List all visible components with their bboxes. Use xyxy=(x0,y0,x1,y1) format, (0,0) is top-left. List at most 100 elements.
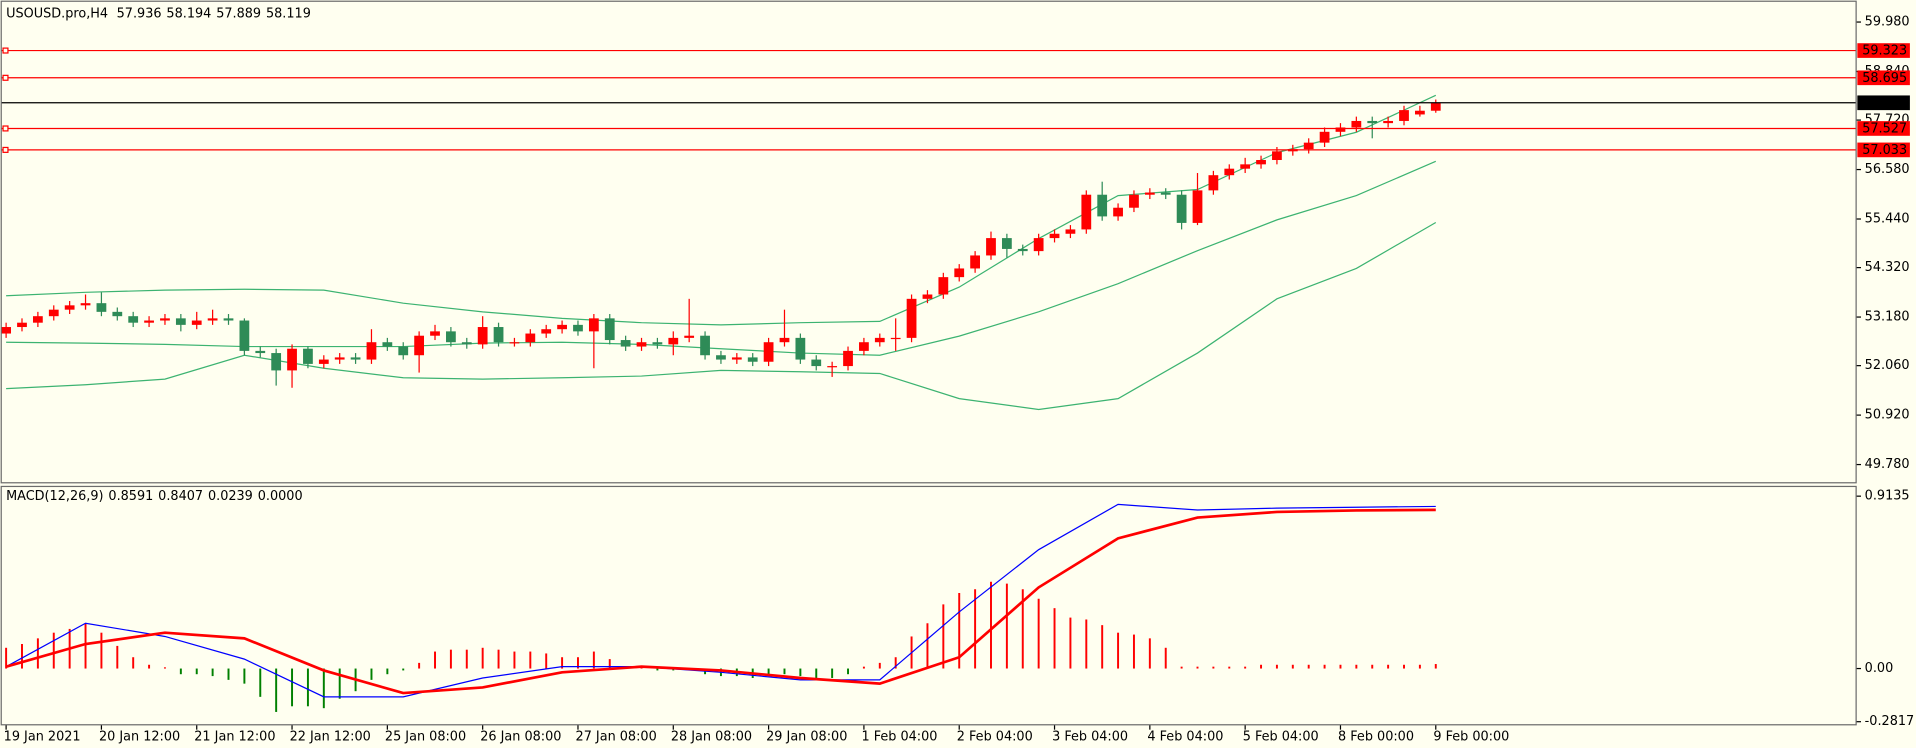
y-tick-label: 52.060 xyxy=(1865,358,1910,373)
candle-body xyxy=(271,353,282,371)
candle-body xyxy=(1351,120,1362,128)
y-tick-label: 56.580 xyxy=(1865,162,1910,177)
x-tick-label: 8 Feb 00:00 xyxy=(1338,729,1414,744)
candle-body xyxy=(175,318,186,325)
candle-body xyxy=(112,311,123,317)
x-tick-label: 25 Jan 08:00 xyxy=(385,729,466,744)
candle-body xyxy=(954,268,965,278)
candle-body xyxy=(461,342,472,345)
y-tick-label: 59.980 xyxy=(1865,15,1910,30)
level-handle xyxy=(2,47,9,54)
candle-body xyxy=(398,346,409,356)
candle-body xyxy=(731,357,742,360)
x-tick-label: 9 Feb 00:00 xyxy=(1433,729,1509,744)
y-tick-label: 50.920 xyxy=(1865,408,1910,423)
level-label-box xyxy=(1857,95,1910,111)
x-tick-label: 2 Feb 04:00 xyxy=(957,729,1033,744)
candle-body xyxy=(986,238,996,256)
candle-body xyxy=(1001,238,1012,249)
candle-body xyxy=(96,303,107,312)
candle-body xyxy=(1160,192,1171,195)
level-label: 58.695 xyxy=(1862,71,1907,86)
candle-body xyxy=(223,318,234,321)
price-panel-frame xyxy=(0,0,1857,484)
level-label: 58.119 xyxy=(1862,96,1907,111)
candle-body xyxy=(588,318,599,332)
candle-body xyxy=(763,342,774,362)
macd-line xyxy=(5,503,1436,698)
x-tick-label: 1 Feb 04:00 xyxy=(861,729,937,744)
candle-body xyxy=(160,318,170,321)
candle-body xyxy=(668,337,679,345)
macd-panel-frame xyxy=(0,485,1857,726)
macd-main: 0.8591 xyxy=(108,489,153,504)
candle-body xyxy=(366,342,377,360)
macd-line xyxy=(5,508,1436,695)
y-tick-label: 0.9135 xyxy=(1865,489,1910,504)
plot-layer: 59.98058.84057.72056.58055.44054.32053.1… xyxy=(1,15,1914,745)
candle-body xyxy=(827,366,838,368)
candle-body xyxy=(1224,168,1235,176)
candle-body xyxy=(604,318,615,341)
candle-body xyxy=(239,320,250,351)
candle-body xyxy=(795,337,806,360)
last-high: 58.194 xyxy=(166,6,211,21)
candle-body xyxy=(1033,238,1044,252)
candle-body xyxy=(414,335,425,356)
candle-body xyxy=(874,337,885,343)
macd-hist: 0.0239 xyxy=(208,489,253,504)
candle-body xyxy=(906,298,917,338)
macd-header: MACD(12,26,9) 0.8591 0.8407 0.0239 0.0000 xyxy=(6,489,303,504)
x-tick-label: 5 Feb 04:00 xyxy=(1243,729,1319,744)
candle-body xyxy=(1367,120,1378,124)
candle-body xyxy=(48,309,59,317)
candle-body xyxy=(64,305,75,310)
candle-body xyxy=(700,335,710,356)
y-tick-label: -0.2817 xyxy=(1865,714,1915,729)
candle-body xyxy=(938,277,949,295)
y-tick-label: 0.00 xyxy=(1865,661,1894,676)
candle-body xyxy=(1415,110,1425,115)
candle-body xyxy=(970,255,980,269)
level-label: 57.527 xyxy=(1862,122,1907,137)
x-tick-label: 4 Feb 04:00 xyxy=(1147,729,1223,744)
candle-body xyxy=(1081,194,1092,230)
y-tick-label: 53.180 xyxy=(1865,310,1910,325)
candle-body xyxy=(32,316,43,323)
x-tick-label: 20 Jan 12:00 xyxy=(99,729,180,744)
candle-body xyxy=(811,359,822,367)
candle-body xyxy=(446,331,456,343)
candle-body xyxy=(509,342,520,344)
candle-body xyxy=(1335,127,1346,132)
candle-body xyxy=(128,316,139,323)
x-tick-label: 3 Feb 04:00 xyxy=(1052,729,1128,744)
candle-body xyxy=(620,340,631,347)
candle-body xyxy=(207,318,218,321)
candle-body xyxy=(350,357,361,360)
x-tick-label: 22 Jan 12:00 xyxy=(290,729,371,744)
candle-body xyxy=(477,327,488,345)
candle-body xyxy=(1303,142,1314,150)
candle-body xyxy=(1192,190,1203,223)
candle-body xyxy=(747,357,758,362)
level-label-box xyxy=(1857,142,1910,158)
candle-body xyxy=(1097,194,1108,217)
candle-body xyxy=(430,331,440,336)
price-header: USOUSD.pro,H4 57.936 58.194 57.889 58.119 xyxy=(6,6,311,21)
candle-body xyxy=(80,303,91,306)
y-tick-label: 54.320 xyxy=(1865,260,1910,275)
level-label-box xyxy=(1857,121,1910,136)
symbol: USOUSD.pro,H4 xyxy=(6,6,108,21)
x-tick-label: 28 Jan 08:00 xyxy=(671,729,752,744)
candle-body xyxy=(843,350,853,367)
level-label-box xyxy=(1857,70,1910,86)
candle-body xyxy=(1208,175,1219,191)
candle-body xyxy=(303,348,313,364)
candle-body xyxy=(859,342,869,351)
candle-body xyxy=(557,324,567,330)
candle-body xyxy=(318,359,329,364)
candle-body xyxy=(1240,164,1251,169)
